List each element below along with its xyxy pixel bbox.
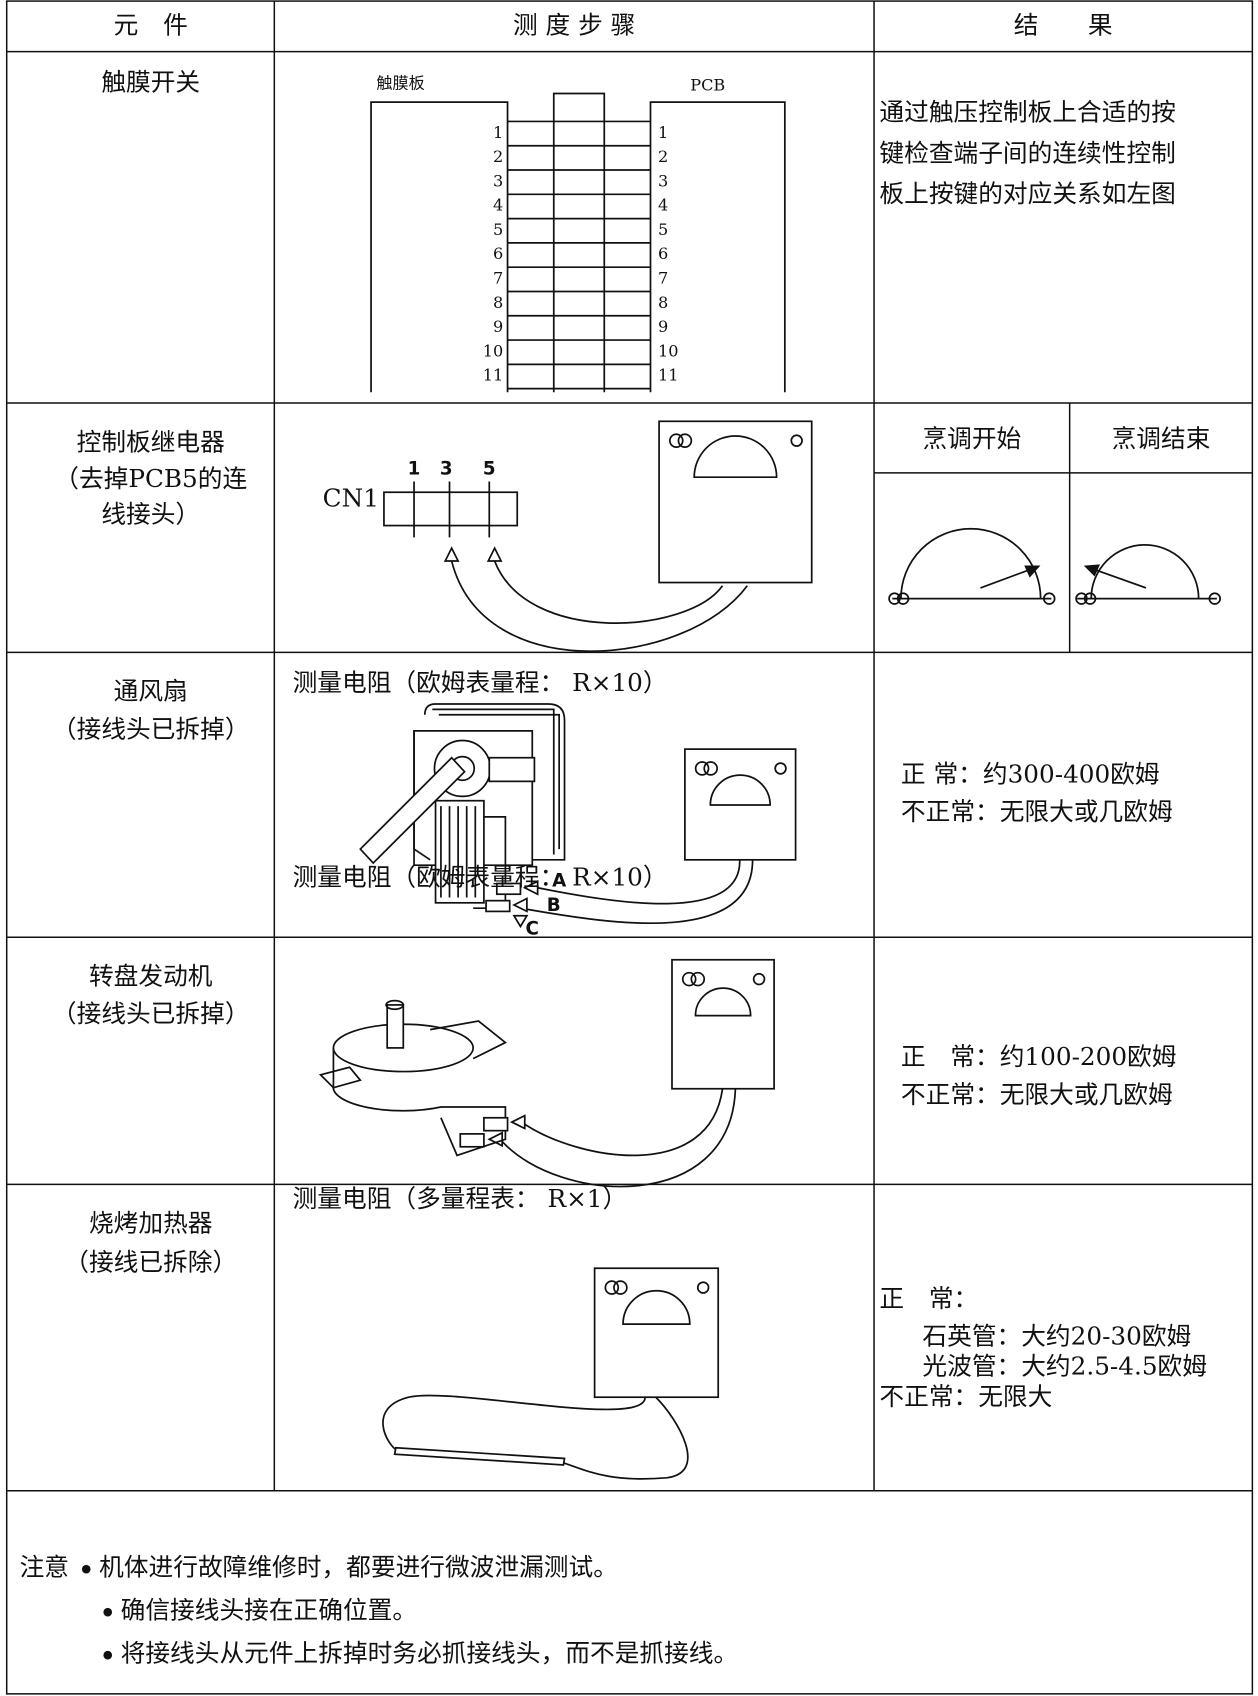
step-text: 测量电阻（欧姆表量程： R×10） (293, 863, 668, 892)
pin-label: 9 (658, 317, 668, 336)
result-text: 板上按键的对应关系如左图 (879, 179, 1175, 208)
result-text: 光波管：大约2.5-4.5欧姆 (922, 1352, 1207, 1381)
pin-label: 2 (493, 147, 503, 166)
pin-label: 7 (658, 269, 668, 288)
pin-label: 8 (493, 293, 503, 312)
table-grid (5, 0, 1254, 1695)
result-text: 正 常： (879, 1284, 978, 1313)
pin-label: 1 (658, 123, 668, 142)
diagram-label: 触膜板 (376, 73, 424, 92)
result-text: 不正常：无限大或几欧姆 (901, 797, 1173, 826)
pin-label: 8 (658, 293, 668, 312)
result-text: 键检查端子间的连续性控制 (879, 138, 1175, 167)
meter-knob (703, 761, 718, 776)
ohmmeter (658, 420, 813, 584)
pin-label: 4 (493, 196, 503, 215)
meter-knob (696, 1281, 710, 1294)
component-name: 转盘发动机 (89, 962, 213, 991)
result-text: 烹调结束 (1112, 424, 1211, 453)
terminal-label: B (547, 895, 561, 916)
pin-label: 1 (493, 123, 503, 142)
meter-knob (790, 434, 803, 447)
result-text: 石英管：大约20-30欧姆 (922, 1322, 1191, 1351)
pin-label: 3 (493, 171, 503, 190)
pin-label: 6 (493, 244, 503, 263)
meters (593, 420, 813, 1399)
result-text: 不正常：无限大 (879, 1382, 1052, 1411)
pin-label: 5 (493, 220, 503, 239)
result-text: 烹调开始 (922, 424, 1021, 453)
meter-knob (774, 762, 787, 775)
dial-diagrams (888, 527, 1221, 605)
note-text: 确信接线头接在正确位置。 (121, 1596, 417, 1625)
pin-label: 5 (483, 459, 496, 480)
relay-diagram (383, 481, 748, 652)
note-text: 将接线头从元件上拆掉时务必抓接线头，而不是抓接线。 (121, 1639, 739, 1668)
meter-knob (681, 971, 697, 987)
meter-knob (694, 761, 710, 776)
pin-label: 4 (658, 196, 668, 215)
pin-label: 3 (658, 171, 668, 190)
component-name: 触膜开关 (101, 67, 200, 96)
component-name: （接线头已拆掉） (52, 714, 250, 743)
result-text: 正 常：约300-400欧姆 (901, 759, 1160, 788)
meter-knob (690, 971, 706, 987)
meter-dial (709, 774, 771, 806)
step-text: 测量电阻（多量程表： R×1） (293, 1184, 628, 1213)
component-name: 控制板继电器 (77, 427, 225, 456)
meter-dial (694, 987, 752, 1017)
meter-dial (693, 435, 778, 479)
pin-label: 3 (440, 459, 453, 480)
result-text: 不正常：无限大或几欧姆 (901, 1080, 1173, 1109)
meter-knob (613, 1280, 628, 1295)
meter-body (671, 958, 775, 1090)
notes-label: 注意 (20, 1553, 69, 1582)
meter-knob (677, 433, 693, 448)
component-name: 烧烤加热器 (89, 1209, 213, 1238)
meter-dial (622, 1289, 691, 1325)
meter-knob (604, 1280, 620, 1295)
ohmmeter (684, 748, 797, 861)
result-text: 通过触压控制板上合适的按 (879, 97, 1175, 126)
note-text: 机体进行故障维修时，都要进行微波泄漏测试。 (99, 1553, 618, 1582)
bullet (81, 1564, 91, 1574)
meter-knob (752, 972, 766, 986)
header-text: 元 件 (114, 10, 188, 39)
pin-label: 2 (658, 147, 668, 166)
header-text: 测 度 步 骤 (513, 10, 635, 39)
bullet (103, 1650, 113, 1660)
ohmmeter (671, 958, 775, 1090)
component-name: （去掉PCB5的连 (54, 464, 247, 493)
pin-label: 10 (658, 341, 679, 360)
component-name: 线接头） (101, 499, 200, 528)
component-name: （接线已拆除） (64, 1247, 237, 1276)
fan-motor-drawing (359, 703, 754, 929)
membrane-diagram (370, 92, 786, 393)
turntable-motor-drawing (318, 999, 737, 1188)
terminal-label: A (552, 870, 567, 891)
pin-label: 10 (483, 341, 504, 360)
header-text: 结 果 (1014, 10, 1113, 39)
component-name: 通风扇 (114, 677, 188, 706)
pin-label: 11 (483, 366, 504, 385)
pin-label: 7 (493, 269, 503, 288)
pin-label: 6 (658, 244, 668, 263)
meter-knob (668, 433, 684, 448)
connector-label: CN1 (323, 483, 379, 512)
pin-label: 5 (658, 220, 668, 239)
step-text: 测量电阻（欧姆表量程： R×10） (293, 668, 668, 697)
pin-label: 9 (493, 317, 503, 336)
component-name: （接线头已拆掉） (52, 999, 250, 1028)
result-text: 正 常：约100-200欧姆 (901, 1042, 1177, 1071)
pin-label: 11 (658, 366, 679, 385)
ohmmeter (593, 1267, 720, 1399)
heater-drawing (382, 1394, 689, 1480)
pin-label: 1 (408, 459, 421, 480)
meter-body (658, 420, 813, 584)
bullet (103, 1607, 113, 1617)
diagram-label: PCB (690, 75, 725, 94)
terminal-label: C (526, 919, 539, 940)
